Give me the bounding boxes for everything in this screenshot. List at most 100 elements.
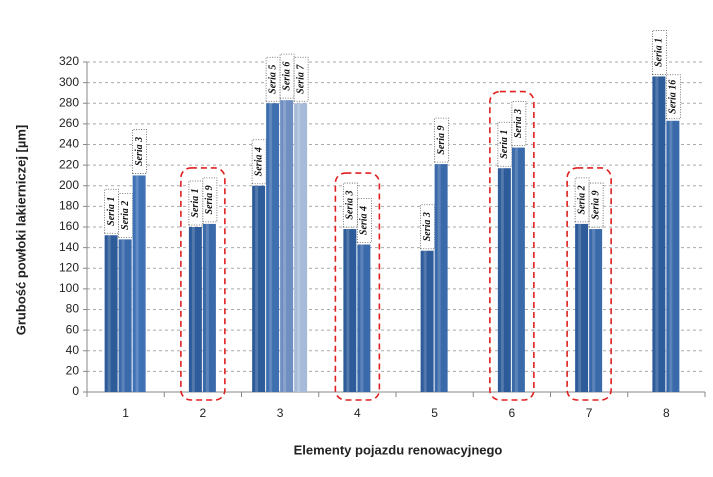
y-tick-label: 160 [59, 219, 79, 233]
bar-shine [255, 185, 259, 392]
label-frame [665, 74, 681, 120]
y-tick-label: 280 [59, 95, 79, 109]
bar-label-box: Seria 9 [588, 182, 604, 228]
bar-label: Seria 5 [267, 65, 278, 94]
bar [252, 185, 266, 392]
bar-shine [135, 175, 139, 392]
bar [666, 120, 680, 392]
bar [202, 223, 216, 392]
x-axis-title: Elementy pojazdu renowacyjnego [294, 442, 503, 457]
bar [118, 239, 132, 392]
y-tick-label: 40 [66, 343, 80, 357]
label-frame [132, 129, 148, 174]
bar-label-box: Seria 3 [342, 182, 358, 228]
x-tick-label: 2 [200, 406, 207, 420]
label-frame [588, 182, 604, 228]
bar-label: Seria 7 [295, 64, 306, 94]
bar-label-box: Seria 1 [104, 188, 120, 234]
bar-shine [360, 244, 364, 392]
bar-label-box: Seria 16 [665, 74, 681, 120]
bar-label-box: Seria 2 [574, 177, 590, 223]
bar-label: Seria 9 [436, 126, 447, 155]
y-tick-label: 260 [59, 116, 79, 130]
bar-label: Seria 3 [345, 190, 356, 219]
bar-label: Seria 1 [499, 130, 510, 159]
bar [357, 244, 371, 392]
x-tick-label: 7 [586, 406, 593, 420]
bar-label: Seria 4 [253, 147, 264, 176]
bar-shine [655, 76, 659, 392]
bar-label: Seria 3 [422, 212, 433, 241]
y-tick-label: 220 [59, 157, 79, 171]
bar-shine [500, 168, 504, 392]
bar-shine [107, 235, 111, 392]
bar-label: Seria 1 [190, 188, 201, 217]
x-tick-label: 3 [277, 406, 284, 420]
bar-label: Seria 1 [106, 197, 117, 226]
bar [652, 76, 666, 392]
bar-shine [269, 103, 273, 392]
bar-label-box: Seria 1 [651, 30, 667, 75]
y-tick-label: 100 [59, 281, 79, 295]
bar-shine [191, 227, 195, 392]
x-tick-label: 5 [431, 406, 438, 420]
y-tick-label: 200 [59, 178, 79, 192]
bar-label-box: Seria 7 [293, 56, 309, 102]
bar-label-box: Seria 2 [118, 192, 134, 238]
label-frame [651, 30, 667, 75]
y-tick-label: 120 [59, 260, 79, 274]
bar-label: Seria 9 [590, 190, 601, 219]
label-frame [511, 101, 527, 146]
bar [266, 103, 280, 392]
bar-shine [669, 120, 673, 392]
bar-label: Seria 1 [654, 38, 665, 67]
x-tick-label: 1 [122, 406, 129, 420]
bar-label: Seria 6 [281, 62, 292, 91]
bar-shine [437, 164, 441, 392]
bar-label: Seria 3 [513, 109, 524, 138]
bar-label: Seria 2 [120, 201, 131, 230]
bar [420, 250, 434, 392]
bar-label: Seria 4 [359, 206, 370, 235]
y-tick-label: 300 [59, 75, 79, 89]
bar-label: Seria 16 [668, 80, 679, 114]
bar-label-box: Seria 3 [420, 204, 436, 250]
highlight-frame [489, 90, 535, 401]
bar-shine [283, 100, 287, 392]
bar [294, 103, 308, 392]
x-tick-label: 8 [663, 406, 670, 420]
y-tick-label: 0 [72, 384, 79, 398]
highlight-frame [566, 167, 612, 401]
bar-shine [346, 229, 350, 392]
bar [188, 227, 202, 392]
bar-shine [121, 239, 125, 392]
bar-label-box: Seria 4 [356, 198, 372, 243]
highlight-frame [180, 167, 226, 401]
label-frame [293, 56, 309, 102]
bar-label-box: Seria 6 [279, 53, 295, 99]
bar-label-box: Seria 3 [511, 101, 527, 146]
bar [343, 229, 357, 392]
bar-shine [205, 223, 209, 392]
label-frame [202, 177, 218, 223]
x-tick-label: 6 [509, 406, 516, 420]
bar-shine [297, 103, 301, 392]
y-tick-label: 20 [66, 364, 80, 378]
y-tick-label: 180 [59, 199, 79, 213]
bar-label-box: Seria 1 [497, 121, 513, 167]
bar [132, 175, 146, 392]
bar-shine [592, 229, 596, 392]
bar-label-box: Seria 9 [202, 177, 218, 223]
bar [589, 229, 603, 392]
bar-label: Seria 9 [204, 185, 215, 214]
bar-label-box: Seria 5 [265, 56, 281, 102]
bar [434, 164, 448, 392]
bar-label-box: Seria 9 [434, 117, 450, 163]
bar [104, 235, 118, 392]
bar-shine [578, 223, 582, 392]
bar-label: Seria 2 [576, 185, 587, 214]
bar-label-box: Seria 3 [132, 129, 148, 174]
bar [280, 100, 294, 392]
y-tick-label: 320 [59, 54, 79, 68]
